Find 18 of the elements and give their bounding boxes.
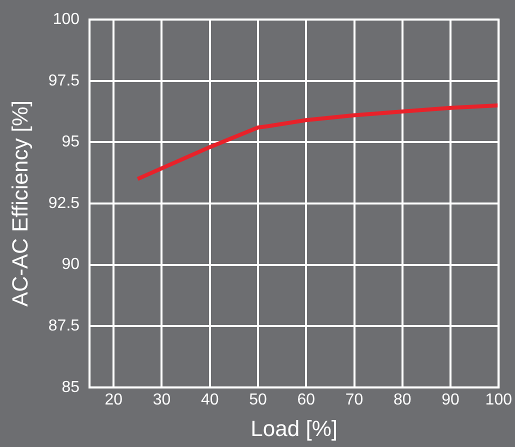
y-tick-label: 95 <box>62 134 80 151</box>
x-tick-label: 90 <box>442 391 460 408</box>
x-tick-label: 80 <box>393 391 412 408</box>
x-axis-title: Load [%] <box>250 416 338 441</box>
x-tick-label: 100 <box>485 391 512 408</box>
x-tick-label: 40 <box>200 391 219 408</box>
x-tick-label: 30 <box>152 391 171 408</box>
x-tick-label: 20 <box>104 391 123 408</box>
x-tick-label: 60 <box>297 391 316 408</box>
y-tick-label: 97.5 <box>48 72 80 90</box>
y-axis-title: AC-AC Efficiency [%] <box>7 100 32 307</box>
y-tick-label: 87.5 <box>48 318 80 335</box>
y-tick-label: 92.5 <box>48 194 80 212</box>
y-tick-label: 85 <box>62 378 80 396</box>
y-tick-label: 90 <box>62 256 80 274</box>
y-tick-label: 100 <box>52 11 80 28</box>
x-tick-label: 70 <box>345 391 364 408</box>
x-tick-label: 50 <box>249 391 267 408</box>
